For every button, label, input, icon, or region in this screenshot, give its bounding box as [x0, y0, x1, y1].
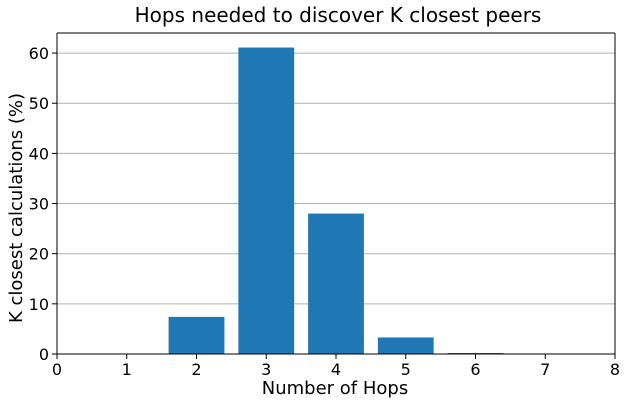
bar-6 [447, 352, 504, 354]
x-tick-label-6: 6 [470, 360, 480, 379]
x-tick-label-3: 3 [261, 360, 271, 379]
x-tick-label-1: 1 [122, 360, 132, 379]
x-tick-label-2: 2 [191, 360, 201, 379]
x-tick-label-0: 0 [52, 360, 62, 379]
x-tick-label-7: 7 [540, 360, 550, 379]
x-tick-label-4: 4 [331, 360, 341, 379]
axis-layer: 0 10 20 30 40 50 60 0 1 2 3 4 5 6 7 8 [29, 32, 620, 379]
x-tick-label-5: 5 [401, 360, 411, 379]
y-axis-label: K closest calculations (%) [6, 93, 27, 323]
x-tick-label-8: 8 [610, 360, 620, 379]
y-tick-label-50: 50 [29, 94, 49, 113]
y-tick-label-0: 0 [39, 345, 49, 364]
y-tick-label-20: 20 [29, 245, 49, 264]
bar-3 [238, 47, 295, 354]
y-tick-label-40: 40 [29, 144, 49, 163]
chart-title: Hops needed to discover K closest peers [135, 3, 542, 27]
y-tick-label-60: 60 [29, 44, 49, 63]
y-tick-label-10: 10 [29, 295, 49, 314]
bar-5 [377, 337, 434, 354]
bar-4 [308, 213, 364, 354]
bar-2 [168, 316, 225, 354]
x-axis-label: Number of Hops [262, 378, 408, 399]
y-tick-label-30: 30 [29, 195, 49, 214]
bar-layer [168, 47, 504, 354]
